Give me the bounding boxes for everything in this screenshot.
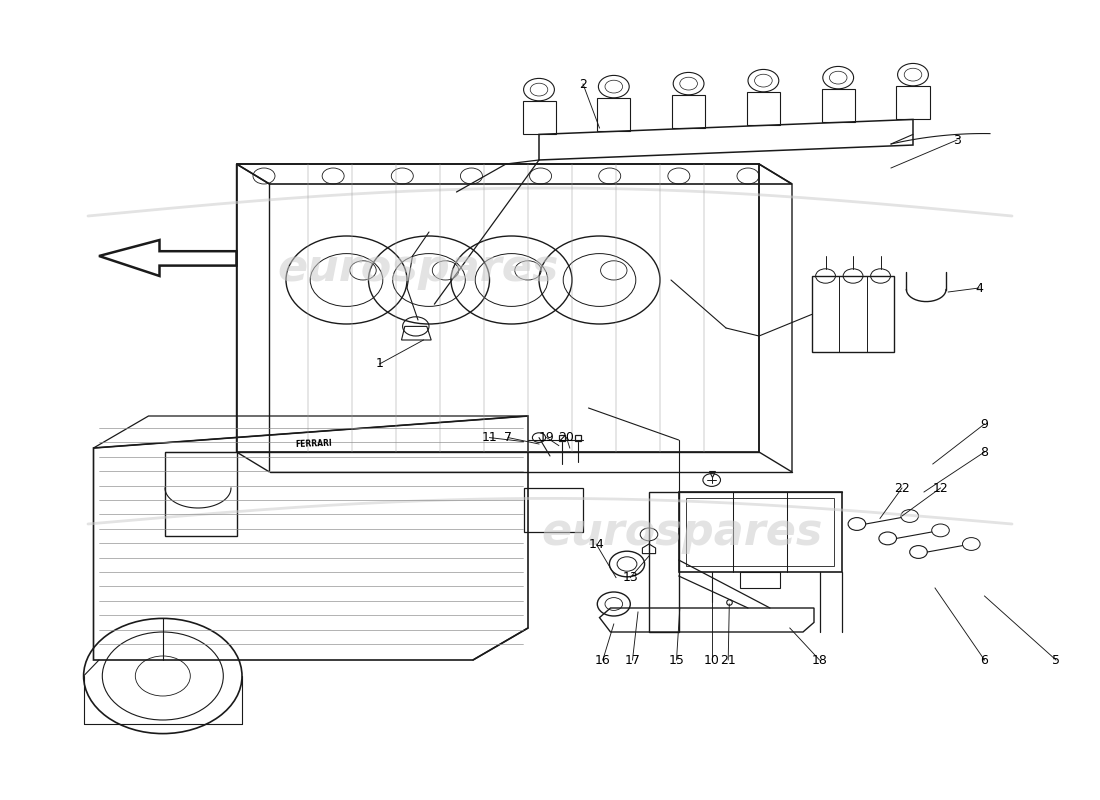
Text: 11: 11 (482, 431, 497, 444)
Text: 15: 15 (669, 654, 684, 666)
Text: 2: 2 (579, 78, 587, 90)
Text: FERRARI: FERRARI (295, 439, 332, 449)
Text: 12: 12 (933, 482, 948, 494)
Text: 8: 8 (980, 446, 989, 458)
Polygon shape (99, 240, 236, 276)
Text: 9: 9 (980, 418, 989, 430)
Text: 19: 19 (539, 431, 554, 444)
Text: eurospares: eurospares (277, 246, 559, 290)
Text: 1: 1 (375, 358, 384, 370)
Text: 13: 13 (623, 571, 638, 584)
Text: 4: 4 (975, 282, 983, 294)
Text: 10: 10 (704, 654, 719, 666)
Text: 6: 6 (980, 654, 989, 666)
Text: eurospares: eurospares (541, 510, 823, 554)
Text: 14: 14 (588, 538, 604, 550)
Text: 21: 21 (720, 654, 736, 666)
Text: 16: 16 (595, 654, 610, 666)
Text: 3: 3 (953, 134, 961, 146)
Text: 22: 22 (894, 482, 910, 494)
Text: 20: 20 (559, 431, 574, 444)
Text: 18: 18 (812, 654, 827, 666)
Text: 7: 7 (504, 431, 513, 444)
Text: 17: 17 (625, 654, 640, 666)
Text: 5: 5 (1052, 654, 1060, 666)
